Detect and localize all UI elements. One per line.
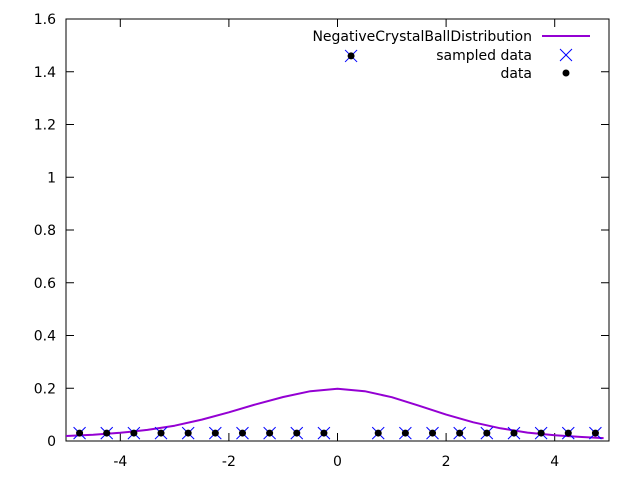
data-point xyxy=(266,429,274,437)
data-point xyxy=(374,429,382,437)
y-tick-label: 0.2 xyxy=(34,381,56,397)
legend-label: sampled data xyxy=(436,48,532,64)
y-tick-label: 0.6 xyxy=(34,276,56,292)
data-point xyxy=(429,429,437,437)
axis-ticks: -4 -2 0 2 4 0 0.2 0.4 0.6 0.8 1 1.2 1.4 1.6 xyxy=(34,12,609,470)
series-layer xyxy=(65,49,604,440)
data-point xyxy=(130,429,138,437)
data-point xyxy=(103,429,111,437)
data-point xyxy=(401,429,409,437)
y-tick-label: 1.4 xyxy=(34,65,56,81)
data-point xyxy=(510,429,518,437)
y-tick-label: 0.4 xyxy=(34,329,56,345)
legend: NegativeCrystalBallDistribution sampled d… xyxy=(312,29,590,82)
x-tick-label: 2 xyxy=(442,454,451,470)
data-point xyxy=(76,429,84,437)
data-point xyxy=(564,429,572,437)
y-tick-label: 1.6 xyxy=(34,12,56,28)
x-tick-label: -2 xyxy=(222,454,236,470)
data-point xyxy=(320,429,328,437)
y-tick-label: 0 xyxy=(47,434,56,450)
data-point xyxy=(184,429,192,437)
series-line-negative-crystal-ball xyxy=(65,387,604,440)
x-tick-label: 4 xyxy=(550,454,559,470)
legend-swatch-dot xyxy=(562,69,570,77)
data-point xyxy=(347,52,355,60)
data-point xyxy=(537,429,545,437)
y-tick-label: 0.8 xyxy=(34,223,56,239)
data-point xyxy=(591,429,599,437)
data-point xyxy=(211,429,219,437)
data-point xyxy=(293,429,301,437)
legend-label: data xyxy=(500,66,532,82)
data-point xyxy=(157,429,165,437)
data-point xyxy=(238,429,246,437)
data-point xyxy=(456,429,464,437)
x-tick-label: -4 xyxy=(113,454,127,470)
y-tick-label: 1.2 xyxy=(34,118,56,134)
data-point xyxy=(483,429,491,437)
x-tick-label: 0 xyxy=(333,454,342,470)
legend-label: NegativeCrystalBallDistribution xyxy=(312,29,532,45)
plot-frame xyxy=(65,18,610,442)
y-tick-label: 1 xyxy=(47,170,56,186)
legend-swatch-cross xyxy=(559,48,573,62)
